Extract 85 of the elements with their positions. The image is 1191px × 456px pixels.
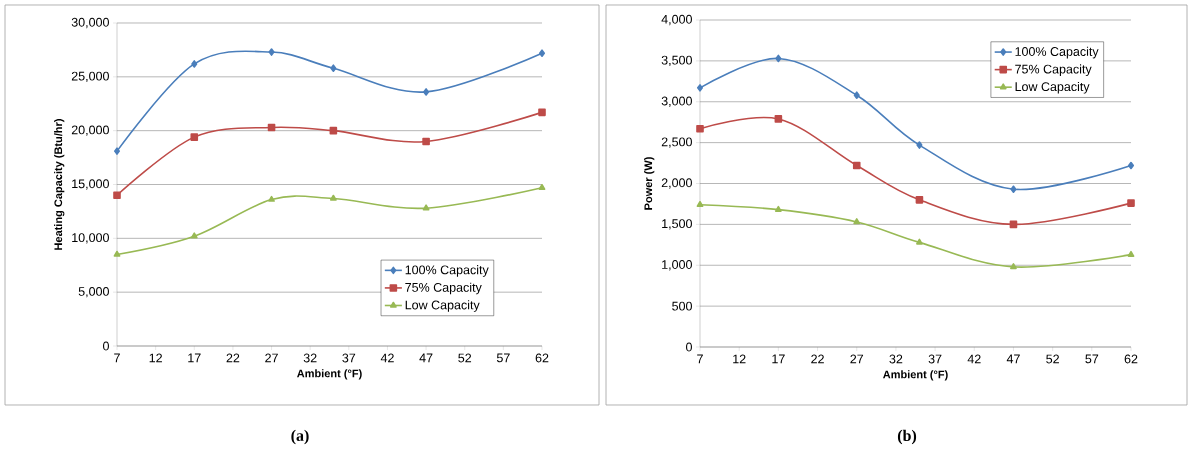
point	[422, 137, 430, 146]
point	[1127, 161, 1135, 170]
point	[774, 115, 783, 123]
point	[1127, 199, 1135, 207]
legend-label: Low Capacity	[405, 300, 480, 312]
x-tick-label: 62	[535, 353, 549, 363]
x-tick-label: 27	[850, 354, 864, 364]
point	[916, 238, 923, 245]
x-tick-label: 52	[1046, 354, 1059, 364]
point	[268, 195, 275, 202]
y-tick-label: 2,500	[661, 137, 692, 148]
y-tick-label: 3,500	[661, 55, 692, 67]
point	[853, 91, 860, 100]
point	[113, 250, 121, 257]
x-tick-label: 12	[733, 354, 746, 364]
y-tick-label: 20,000	[71, 125, 109, 136]
y-tick-label: 5,000	[78, 287, 109, 298]
point	[696, 84, 704, 92]
y-tick-label: 4,000	[661, 14, 692, 26]
x-tick-label: 7	[114, 353, 120, 363]
point	[113, 191, 121, 200]
point	[422, 204, 430, 211]
y-tick-label: 10,000	[72, 233, 109, 244]
point	[423, 88, 430, 96]
x-tick-label: 42	[380, 353, 394, 363]
point	[1010, 185, 1017, 194]
point	[538, 108, 546, 117]
point	[190, 133, 199, 141]
point	[330, 64, 337, 73]
y-tick-label: 30,000	[71, 17, 109, 29]
point	[538, 49, 546, 57]
point	[696, 124, 704, 133]
text: (a)	[291, 429, 309, 445]
x-tick-label: 37	[342, 353, 356, 363]
text: (b)	[897, 429, 917, 445]
y-tick-label: 1,500	[662, 219, 692, 230]
point	[853, 218, 861, 225]
x-tick-label: 27	[265, 353, 278, 363]
y-tick-label: 500	[672, 301, 692, 311]
x-tick-label: 22	[811, 354, 824, 364]
y-axis-title: Power (W)	[644, 157, 655, 210]
y-tick-label: 1,000	[662, 260, 692, 271]
point	[1127, 250, 1135, 257]
x-axis-title: Ambient (°F)	[883, 370, 948, 381]
x-tick-label: 17	[772, 354, 785, 364]
point	[916, 141, 923, 149]
x-tick-label: 17	[188, 353, 201, 363]
y-axis-title: Heating Capacity (Btu/hr)	[54, 119, 65, 250]
point	[915, 196, 924, 204]
y-tick-label: 25,000	[71, 71, 109, 82]
point	[268, 48, 275, 56]
legend-label: 100% Capacity	[1015, 46, 1099, 59]
y-tick-label: 0	[686, 342, 692, 352]
y-tick-label: 2,000	[661, 178, 692, 189]
point	[1010, 263, 1017, 270]
x-tick-label: 12	[149, 353, 162, 363]
point	[190, 232, 198, 239]
point	[775, 54, 782, 63]
y-tick-label: 3,000	[661, 96, 692, 107]
point	[774, 205, 782, 212]
point	[696, 200, 704, 208]
point	[852, 161, 861, 170]
x-axis-title: Ambient (°F)	[297, 369, 362, 380]
x-tick-label: 52	[458, 353, 472, 363]
y-tick-label: 15,000	[72, 179, 109, 190]
x-tick-label: 62	[1124, 354, 1138, 364]
y-tick-label: 0	[103, 341, 109, 351]
x-tick-label: 47	[419, 353, 433, 363]
x-tick-label: 32	[889, 354, 903, 364]
x-tick-label: 22	[226, 353, 240, 363]
x-tick-label: 7	[697, 354, 703, 364]
point	[113, 147, 121, 155]
legend-label: 75% Capacity	[405, 282, 482, 295]
x-tick-label: 37	[928, 354, 942, 364]
x-tick-label: 32	[303, 353, 317, 363]
x-tick-label: 42	[967, 354, 981, 364]
point	[538, 183, 546, 191]
point	[329, 194, 337, 201]
legend-label: 75% Capacity	[1015, 64, 1092, 76]
x-tick-label: 57	[1085, 354, 1099, 364]
legend-label: 100% Capacity	[405, 265, 489, 277]
point	[191, 60, 198, 68]
legend-label: Low Capacity	[1015, 81, 1090, 94]
x-tick-label: 57	[496, 353, 510, 363]
x-tick-label: 47	[1006, 354, 1020, 364]
